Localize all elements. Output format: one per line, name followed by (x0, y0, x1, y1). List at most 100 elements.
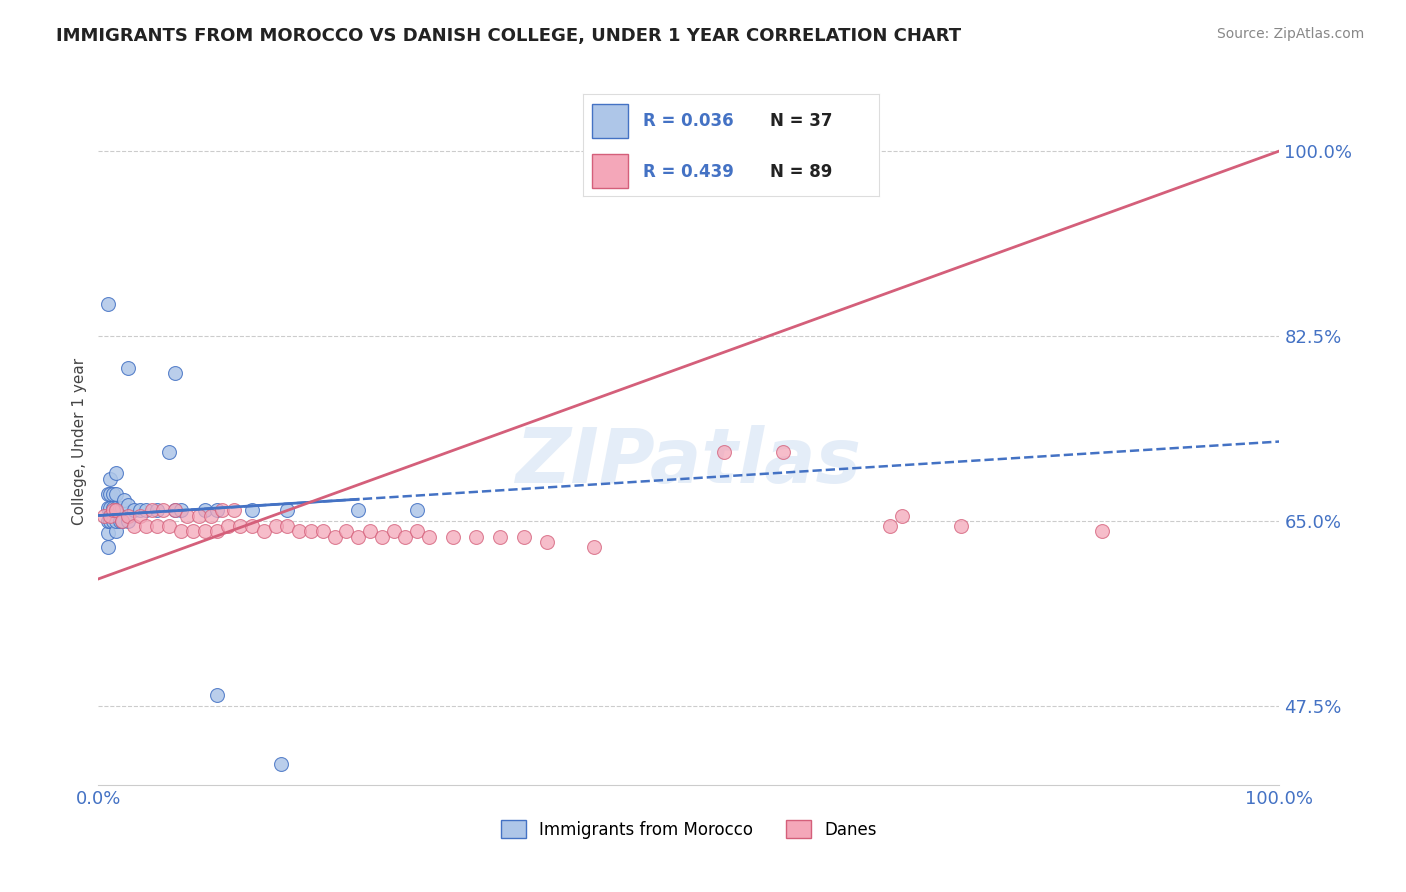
Point (347, 503, 370, 517)
Point (98, 471, 121, 485)
Point (879, 519, 901, 533)
Point (165, 503, 187, 517)
Point (181, 524, 204, 539)
Point (205, 524, 228, 539)
Text: R = 0.439: R = 0.439 (643, 162, 734, 180)
Point (97, 514, 120, 528)
Y-axis label: College, Under 1 year: College, Under 1 year (72, 358, 87, 525)
Point (108, 501, 131, 516)
Point (165, 366, 187, 380)
Point (359, 524, 381, 539)
Point (111, 514, 134, 528)
Point (98, 508, 121, 523)
Point (98, 487, 121, 501)
Point (117, 498, 139, 512)
Point (157, 445, 180, 459)
Point (97, 501, 120, 516)
Point (512, 530, 534, 544)
Point (122, 503, 145, 517)
Point (117, 514, 139, 528)
FancyBboxPatch shape (592, 154, 627, 188)
Point (141, 503, 163, 517)
Point (93, 508, 115, 523)
Point (583, 540, 606, 554)
Point (312, 524, 335, 539)
Point (194, 524, 217, 539)
Point (240, 519, 263, 533)
Point (489, 530, 512, 544)
Point (200, 508, 222, 523)
Point (406, 503, 429, 517)
Point (105, 514, 128, 528)
Point (205, 688, 228, 702)
Point (194, 503, 217, 517)
Text: ZIPatlas: ZIPatlas (516, 425, 862, 500)
Point (1091, 524, 1114, 539)
Point (323, 530, 346, 544)
Point (335, 524, 357, 539)
Point (146, 519, 169, 533)
Point (299, 524, 322, 539)
Point (135, 519, 157, 533)
Legend: Immigrants from Morocco, Danes: Immigrants from Morocco, Danes (494, 814, 884, 846)
Text: N = 37: N = 37 (769, 112, 832, 130)
Point (165, 503, 187, 517)
Point (98, 501, 121, 516)
Point (394, 530, 416, 544)
Point (276, 503, 298, 517)
Point (152, 503, 174, 517)
Point (253, 524, 276, 539)
Text: N = 89: N = 89 (769, 162, 832, 180)
Point (105, 501, 128, 516)
Point (108, 514, 131, 528)
Point (270, 756, 292, 771)
Text: Source: ZipAtlas.com: Source: ZipAtlas.com (1216, 27, 1364, 41)
Point (97, 487, 120, 501)
Point (117, 508, 139, 523)
Point (288, 524, 311, 539)
Point (224, 503, 246, 517)
Point (713, 445, 735, 459)
Point (146, 503, 169, 517)
Point (101, 514, 124, 528)
Point (465, 530, 488, 544)
Point (205, 503, 228, 517)
Point (122, 519, 145, 533)
Point (117, 360, 139, 375)
Point (105, 487, 128, 501)
Point (157, 519, 180, 533)
Point (170, 503, 193, 517)
Point (111, 514, 134, 528)
Point (240, 503, 263, 517)
Point (101, 503, 124, 517)
Point (187, 508, 209, 523)
Point (128, 503, 150, 517)
Point (949, 519, 972, 533)
Point (112, 492, 135, 507)
Point (111, 501, 134, 516)
Point (890, 508, 912, 523)
Point (772, 445, 794, 459)
Point (101, 501, 124, 516)
Point (97, 540, 120, 554)
Point (101, 487, 124, 501)
Point (97, 297, 120, 311)
Text: R = 0.036: R = 0.036 (643, 112, 733, 130)
Point (347, 530, 370, 544)
Point (536, 535, 558, 549)
Point (105, 467, 128, 481)
Point (211, 503, 233, 517)
Point (264, 519, 287, 533)
Point (382, 524, 405, 539)
Point (97, 526, 120, 541)
Point (98, 514, 121, 528)
Point (276, 519, 298, 533)
Point (229, 519, 252, 533)
Point (441, 530, 464, 544)
Point (176, 508, 198, 523)
Point (170, 524, 193, 539)
Text: IMMIGRANTS FROM MOROCCO VS DANISH COLLEGE, UNDER 1 YEAR CORRELATION CHART: IMMIGRANTS FROM MOROCCO VS DANISH COLLEG… (56, 27, 962, 45)
Point (217, 519, 239, 533)
Point (418, 530, 440, 544)
Point (135, 503, 157, 517)
